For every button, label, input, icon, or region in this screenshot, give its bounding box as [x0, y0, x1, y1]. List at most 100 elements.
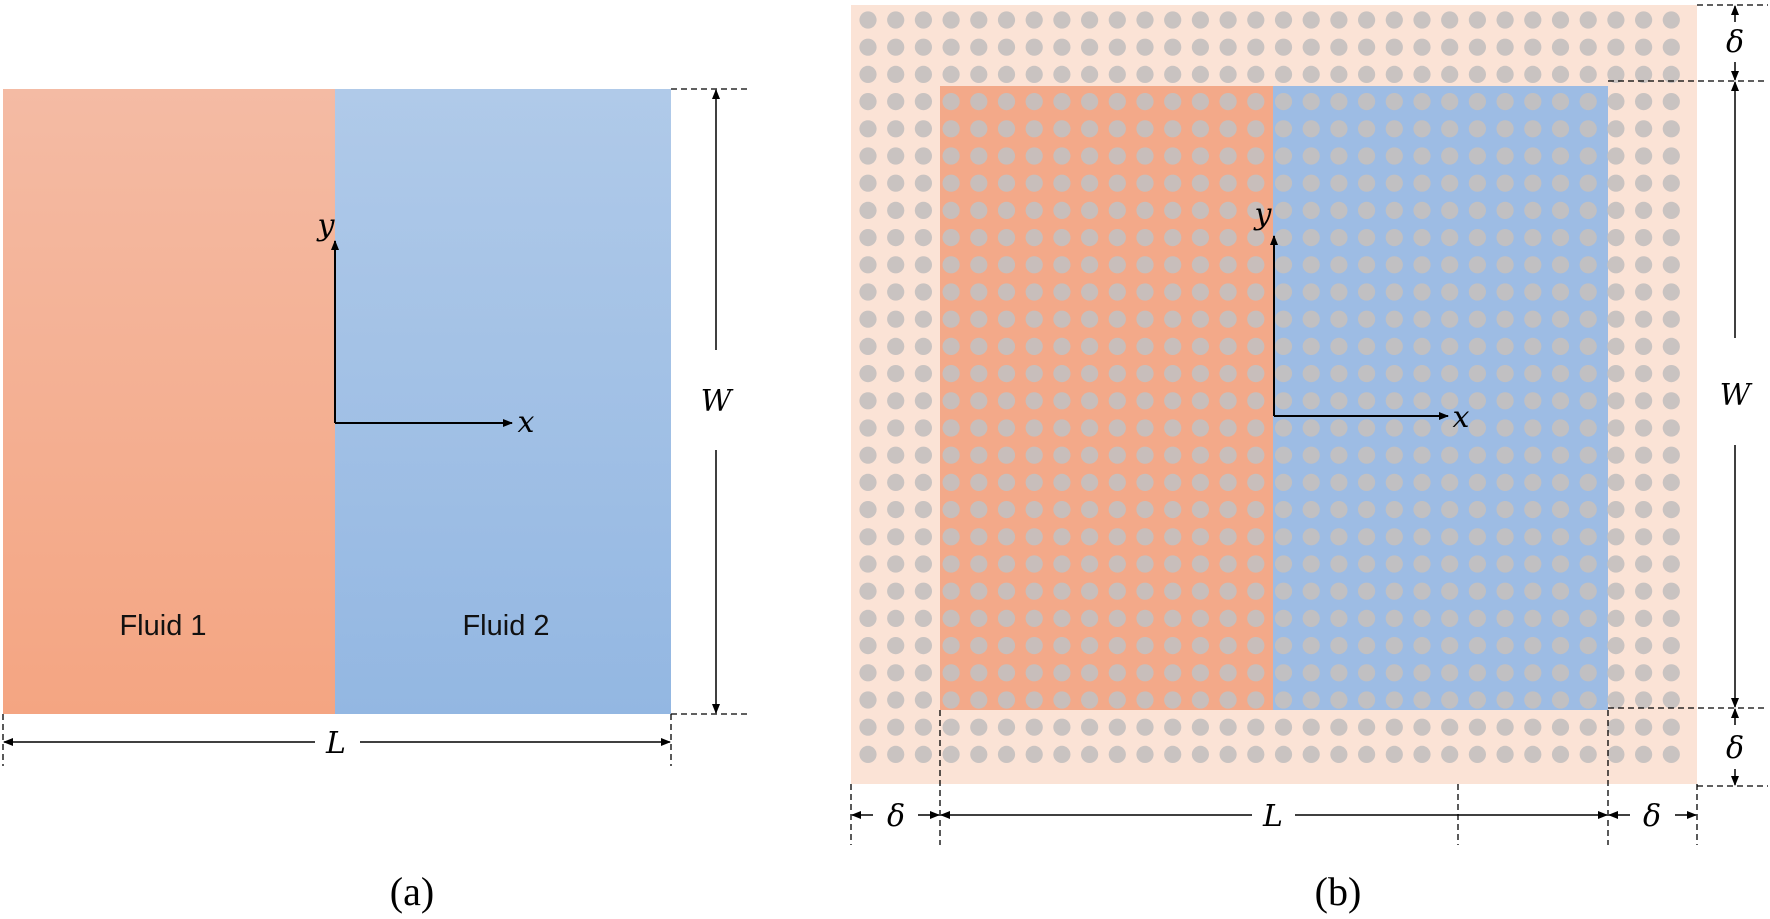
particle: [1635, 120, 1653, 138]
particle: [997, 229, 1016, 247]
particle: [1136, 446, 1154, 464]
particle: [1441, 501, 1459, 519]
particle: [1136, 93, 1154, 111]
particle: [1607, 120, 1625, 138]
particle: [1662, 473, 1680, 491]
particle: [887, 609, 905, 628]
fluid-2-region-b: [1273, 86, 1608, 710]
particle: [1635, 283, 1653, 301]
particle: [914, 93, 933, 111]
particle: [1496, 691, 1514, 709]
particle: [1607, 283, 1625, 301]
particle: [1081, 174, 1099, 192]
particle: [997, 691, 1016, 709]
particle: [1274, 691, 1293, 709]
particle: [1247, 555, 1265, 573]
particle: [1468, 65, 1486, 83]
particle: [1219, 38, 1237, 56]
particle: [1607, 229, 1625, 247]
particle: [1302, 473, 1320, 491]
particle: [859, 337, 877, 355]
particle: [1441, 283, 1459, 301]
particle: [1662, 555, 1680, 573]
particle: [1302, 528, 1320, 546]
particle: [914, 637, 933, 655]
particle: [1551, 93, 1570, 111]
particle: [970, 229, 988, 247]
particle: [942, 473, 960, 491]
particle: [1468, 664, 1486, 682]
particle: [1551, 229, 1570, 247]
particle: [914, 528, 933, 546]
particle: [1358, 392, 1376, 410]
fluid-1-region: [3, 89, 335, 714]
particle: [1081, 365, 1099, 383]
particle: [1219, 147, 1237, 165]
particle: [1358, 555, 1376, 573]
particle: [1219, 691, 1237, 709]
particle: [1025, 310, 1043, 328]
particle: [859, 11, 877, 29]
particle: [1551, 283, 1570, 301]
particle: [1662, 528, 1680, 546]
particle: [1081, 609, 1099, 628]
particle: [1635, 637, 1653, 655]
particle: [1579, 609, 1597, 628]
particle: [1385, 691, 1403, 709]
particle: [970, 38, 988, 56]
particle: [1468, 229, 1486, 247]
particle: [859, 392, 877, 410]
particle: [1081, 256, 1099, 274]
particle: [914, 691, 933, 709]
particle: [1524, 528, 1542, 546]
particle: [1385, 93, 1403, 111]
particle: [887, 256, 905, 274]
particle: [1053, 365, 1071, 383]
particle: [1579, 337, 1597, 355]
particle: [1164, 283, 1182, 301]
particle: [1579, 691, 1597, 709]
particle: [1191, 637, 1209, 655]
particle: [1302, 664, 1320, 682]
panel-b: y x δ W δ δ L δ (b): [850, 4, 1768, 914]
particle: [1662, 582, 1680, 600]
particle: [887, 555, 905, 573]
particle: [1025, 392, 1043, 410]
particle: [914, 419, 933, 437]
particle: [997, 582, 1016, 600]
particle: [1330, 528, 1348, 546]
particle: [1219, 582, 1237, 600]
particle: [859, 38, 877, 56]
particle: [1191, 337, 1209, 355]
particle: [1081, 419, 1099, 437]
particle: [1108, 229, 1126, 247]
particle: [914, 365, 933, 383]
particle: [1413, 637, 1431, 655]
particle: [1191, 229, 1209, 247]
y-axis-label-b: y: [1253, 197, 1273, 232]
particle: [914, 501, 933, 519]
particle: [1607, 718, 1625, 736]
particle: [997, 528, 1016, 546]
particle: [1053, 501, 1071, 519]
particle: [1081, 637, 1099, 655]
particle: [1607, 637, 1625, 655]
particle: [1551, 120, 1570, 138]
particle: [1385, 528, 1403, 546]
particle: [1302, 637, 1320, 655]
particle: [1635, 310, 1653, 328]
particle: [942, 11, 960, 29]
particle: [1302, 11, 1320, 29]
particle: [1219, 229, 1237, 247]
particle: [1164, 38, 1182, 56]
particle: [1247, 419, 1265, 437]
particle: [887, 147, 905, 165]
particle: [1662, 283, 1680, 301]
particle: [1274, 392, 1293, 410]
particle: [1219, 555, 1237, 573]
particle: [1413, 718, 1431, 736]
particle: [942, 38, 960, 56]
particle: [997, 201, 1016, 219]
particle: [1496, 337, 1514, 355]
particle: [1358, 337, 1376, 355]
